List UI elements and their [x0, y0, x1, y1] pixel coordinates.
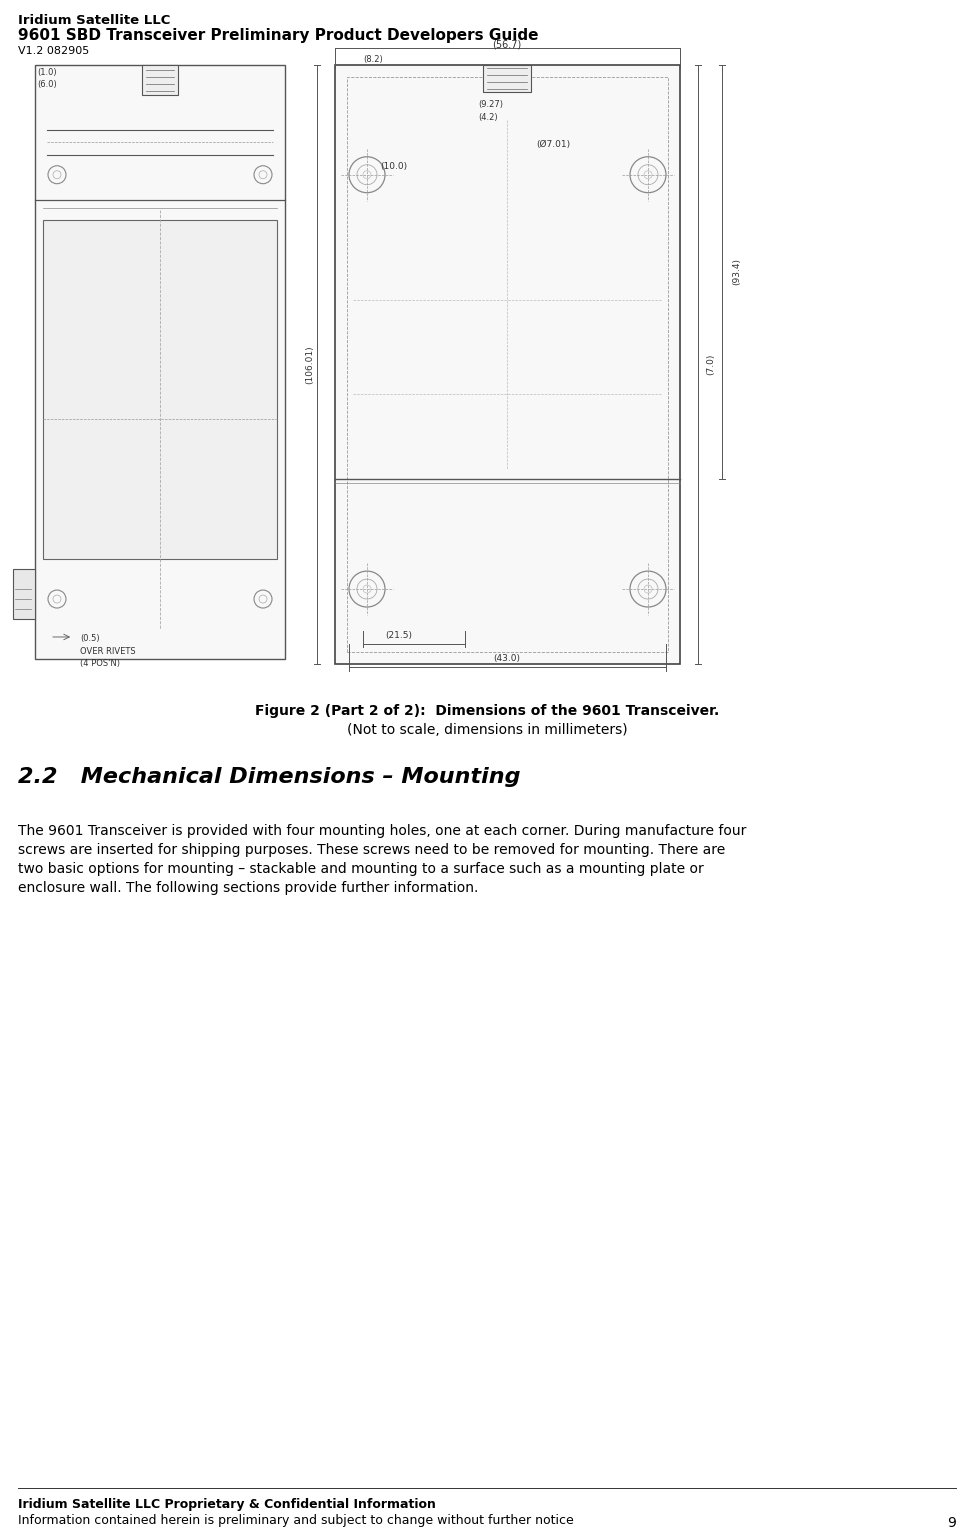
Text: (10.0): (10.0) [380, 162, 407, 170]
Bar [43, 219, 277, 560]
Text: enclosure wall. The following sections provide further information.: enclosure wall. The following sections p… [18, 880, 478, 895]
Text: Iridium Satellite LLC: Iridium Satellite LLC [18, 14, 170, 28]
Text: (Not to scale, dimensions in millimeters): (Not to scale, dimensions in millimeters… [347, 724, 627, 737]
Bar [13, 569, 35, 619]
Bar [483, 64, 531, 92]
Text: (8.2): (8.2) [363, 55, 383, 64]
Text: (0.5): (0.5) [80, 635, 99, 642]
Text: (7.0): (7.0) [706, 354, 715, 376]
Text: 9601 SBD Transceiver Preliminary Product Developers Guide: 9601 SBD Transceiver Preliminary Product… [18, 28, 539, 43]
Bar [347, 77, 668, 652]
Text: OVER RIVETS: OVER RIVETS [80, 647, 135, 656]
Bar [35, 64, 285, 659]
Text: (106.01): (106.01) [305, 345, 314, 383]
Text: (Ø7.01): (Ø7.01) [536, 140, 570, 149]
Text: screws are inserted for shipping purposes. These screws need to be removed for m: screws are inserted for shipping purpose… [18, 843, 726, 857]
Text: The 9601 Transceiver is provided with four mounting holes, one at each corner. D: The 9601 Transceiver is provided with fo… [18, 823, 746, 837]
Text: (21.5): (21.5) [385, 632, 412, 639]
Text: two basic options for mounting – stackable and mounting to a surface such as a m: two basic options for mounting – stackab… [18, 862, 704, 875]
Text: (43.0): (43.0) [494, 655, 520, 662]
Text: 9: 9 [947, 1516, 956, 1530]
Text: (56.7): (56.7) [493, 40, 522, 51]
Bar [335, 64, 680, 664]
Text: (1.0): (1.0) [37, 67, 56, 77]
Text: Iridium Satellite LLC Proprietary & Confidential Information: Iridium Satellite LLC Proprietary & Conf… [18, 1498, 436, 1510]
Text: Information contained herein is preliminary and subject to change without furthe: Information contained herein is prelimin… [18, 1513, 574, 1527]
Bar [142, 64, 178, 95]
Text: (6.0): (6.0) [37, 80, 56, 89]
Text: (4 POS'N): (4 POS'N) [80, 659, 120, 668]
Text: (9.27): (9.27) [478, 100, 503, 109]
Text: (93.4): (93.4) [732, 258, 741, 285]
Text: V1.2 082905: V1.2 082905 [18, 46, 90, 55]
Text: Figure 2 (Part 2 of 2):  Dimensions of the 9601 Transceiver.: Figure 2 (Part 2 of 2): Dimensions of th… [255, 704, 719, 717]
Text: 2.2   Mechanical Dimensions – Mounting: 2.2 Mechanical Dimensions – Mounting [18, 766, 520, 786]
Text: (4.2): (4.2) [478, 113, 498, 121]
